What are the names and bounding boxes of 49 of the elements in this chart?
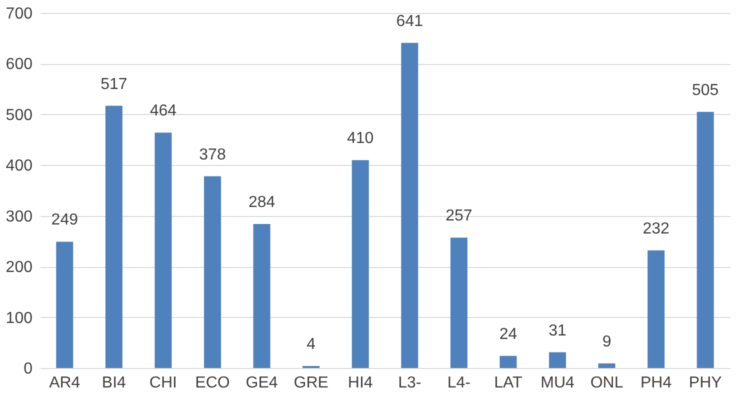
bar bbox=[253, 224, 270, 368]
bar bbox=[204, 176, 221, 368]
x-tick-label: AR4 bbox=[49, 374, 80, 392]
y-tick-label: 300 bbox=[6, 208, 33, 226]
bar bbox=[154, 132, 172, 368]
x-tick-label: ONL bbox=[590, 374, 624, 392]
x-tick-label: PHY bbox=[688, 374, 722, 392]
bar bbox=[598, 363, 616, 368]
x-tick-label: ECO bbox=[195, 374, 230, 392]
x-tick-label: LAT bbox=[494, 374, 523, 392]
bar bbox=[105, 106, 122, 368]
data-label: 410 bbox=[347, 130, 374, 148]
x-tick-label: MU4 bbox=[540, 374, 574, 392]
bar bbox=[696, 112, 714, 368]
x-tick-label: GRE bbox=[294, 374, 328, 392]
y-tick-label: 400 bbox=[6, 158, 33, 175]
data-label: 464 bbox=[150, 102, 177, 120]
data-label: 641 bbox=[396, 12, 424, 30]
y-tick-label: 700 bbox=[6, 6, 33, 22]
y-tick-label: 500 bbox=[6, 106, 33, 124]
y-tick-label: 200 bbox=[6, 259, 33, 276]
data-label: 232 bbox=[642, 220, 670, 238]
data-label: 9 bbox=[602, 333, 612, 350]
data-label: 24 bbox=[499, 326, 518, 343]
bar bbox=[401, 42, 418, 368]
data-label: 517 bbox=[100, 76, 128, 93]
data-label: 378 bbox=[199, 146, 226, 164]
data-label: 257 bbox=[446, 208, 472, 225]
x-tick-label: GE4 bbox=[246, 374, 278, 392]
x-tick-label: HI4 bbox=[348, 374, 373, 392]
x-tick-label: L4- bbox=[447, 374, 470, 392]
data-label: 284 bbox=[248, 194, 276, 211]
bar bbox=[352, 160, 369, 368]
x-tick-label: L3- bbox=[398, 374, 422, 392]
x-tick-label: PH4 bbox=[640, 374, 672, 392]
bar bbox=[56, 242, 74, 368]
bar bbox=[500, 356, 517, 368]
x-tick-label: CHI bbox=[149, 374, 177, 392]
data-label: 31 bbox=[548, 322, 566, 340]
x-tick-label: BI4 bbox=[102, 374, 126, 392]
y-tick-label: 0 bbox=[24, 360, 33, 378]
data-label: 4 bbox=[306, 336, 316, 353]
y-tick-label: 100 bbox=[6, 310, 33, 327]
data-label: 249 bbox=[51, 212, 78, 229]
bar bbox=[549, 352, 566, 368]
data-label: 505 bbox=[692, 82, 719, 99]
bar bbox=[648, 250, 665, 368]
y-tick-label: 600 bbox=[6, 56, 33, 74]
bar bbox=[450, 238, 468, 368]
